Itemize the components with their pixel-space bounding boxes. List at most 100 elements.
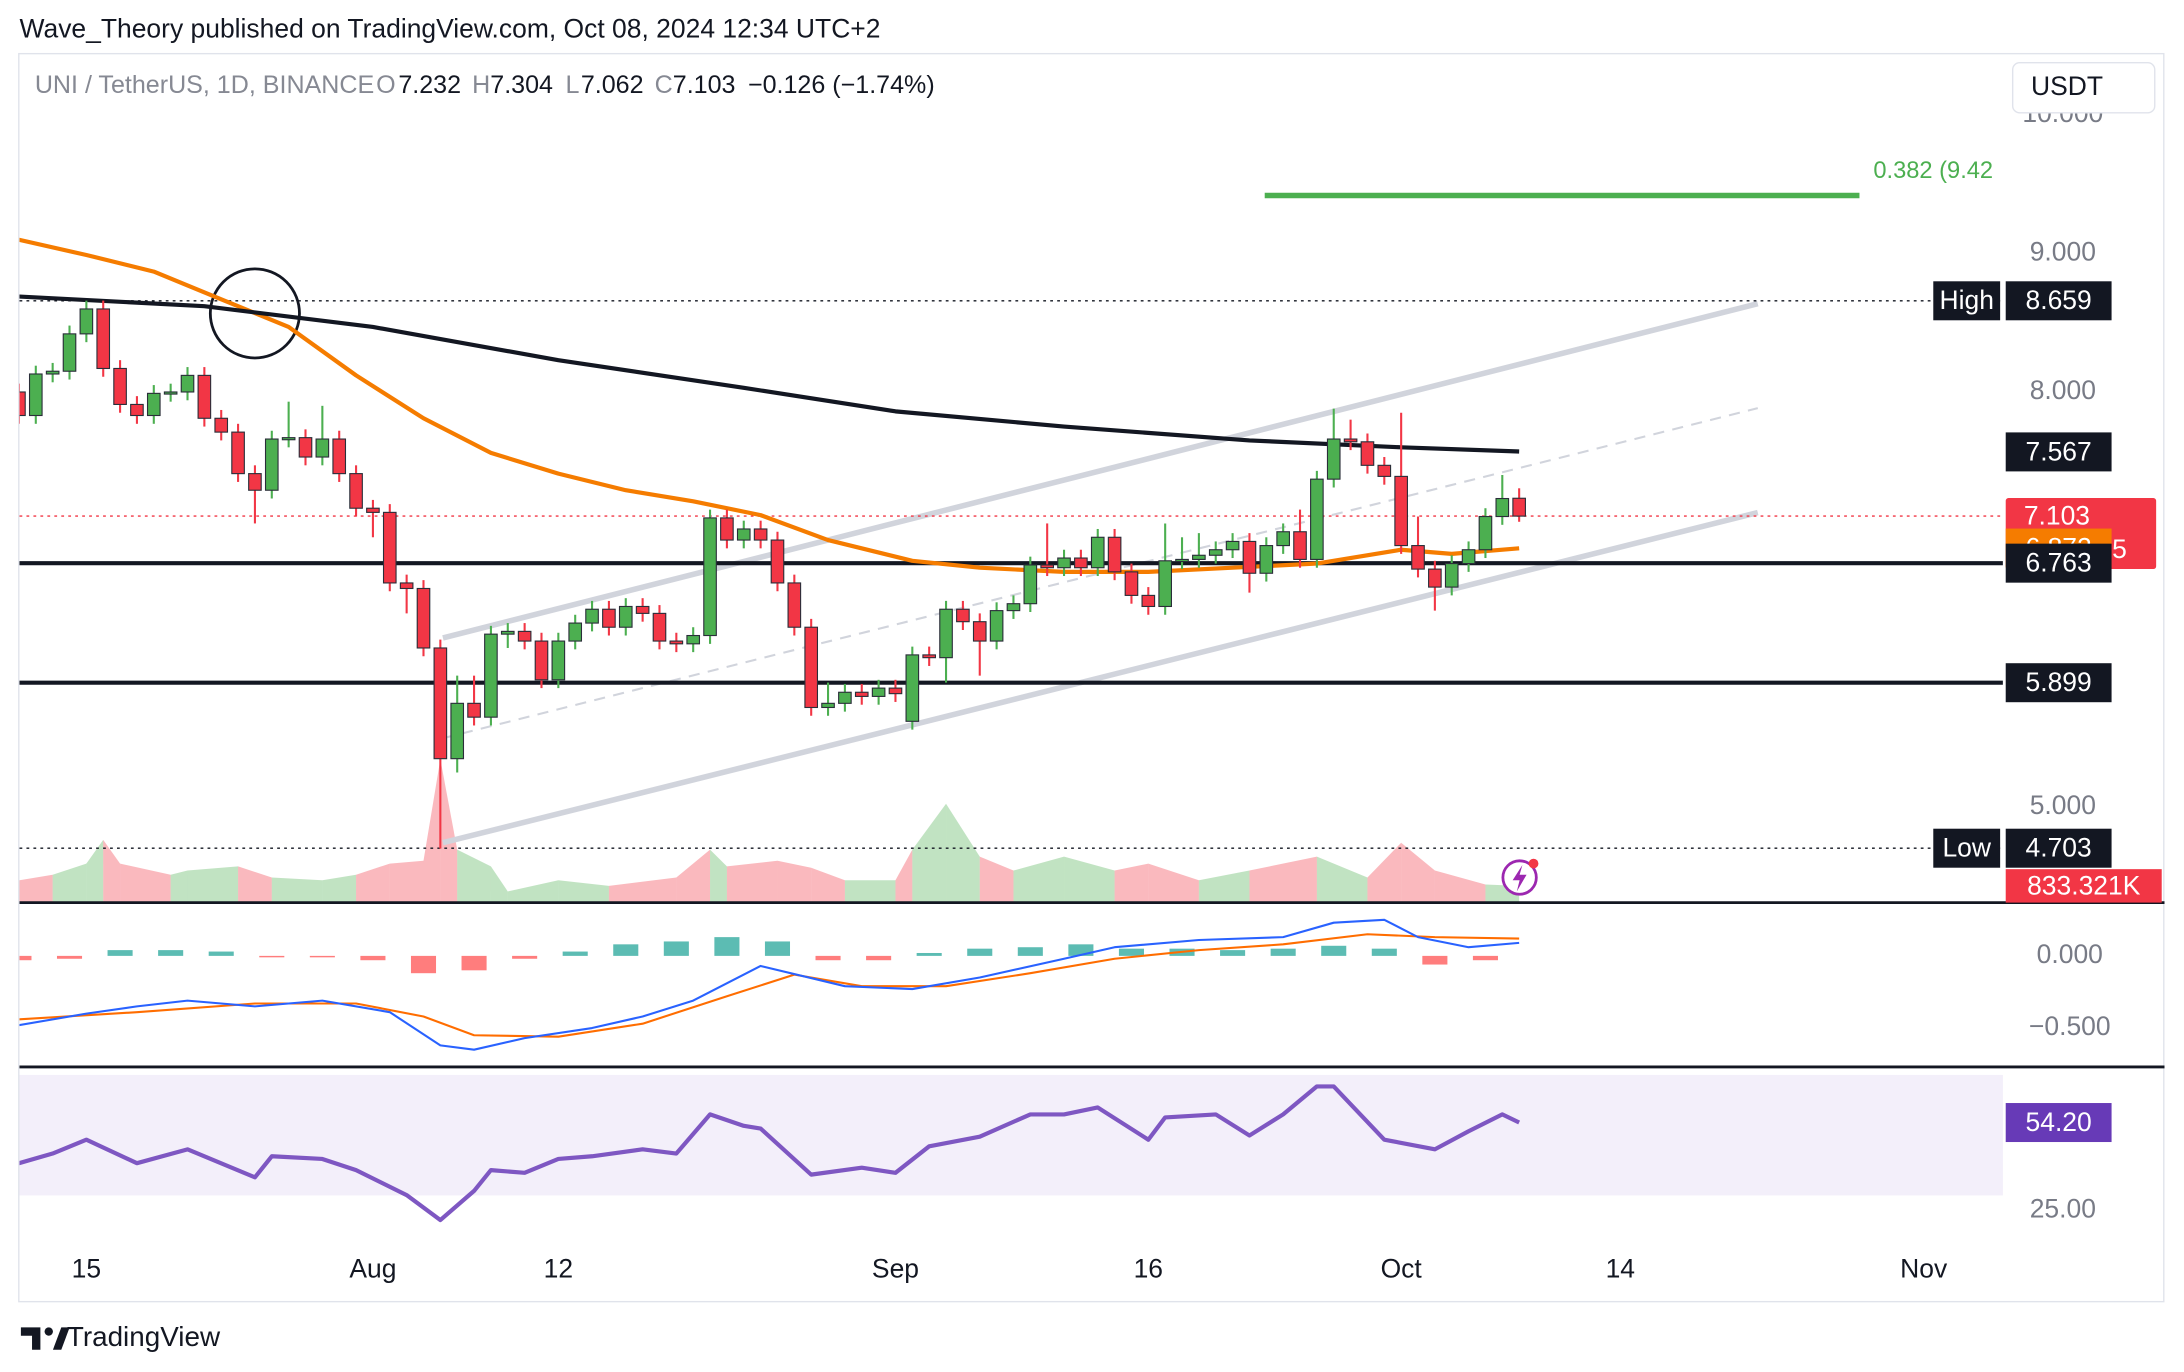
volume-area [271,877,323,903]
macd-histogram-bar [410,955,437,974]
candle-body [905,654,920,722]
candle-body [517,630,532,642]
ohlc-value: 7.232 [398,71,461,99]
volume-area [1316,856,1368,903]
brand-name[interactable]: TradingView [67,1321,221,1352]
volume-area [507,880,559,903]
price-tag-box [1933,281,2001,321]
candle-body [534,640,549,681]
macd-histogram-bar [19,955,32,961]
candle-body [939,608,953,659]
x-tick-label: Sep [872,1253,919,1283]
volume-area [19,874,53,903]
candle-body [804,626,819,709]
candle-body [264,438,279,491]
candle-body [349,473,363,509]
y-tick-label: 8.000 [2030,375,2096,405]
candle-body [399,582,414,590]
candle-body [1377,464,1392,477]
brand-mark[interactable] [20,1327,44,1350]
candle-body [1225,540,1240,551]
publisher: Wave_Theory published on TradingView.com… [19,14,880,44]
price-label-text: 54.20 [2026,1107,2092,1137]
volume-area [187,866,239,903]
candle-body [1428,568,1442,588]
moving-average [19,294,1520,454]
fib-label: 0.382 (9.42 [1873,158,1993,184]
candle-body [568,622,583,642]
volume-area [608,877,677,903]
price-labels: 8.659High7.5677.10313:25:056.8726.7635.8… [1933,281,2162,1143]
candle-body [972,621,987,642]
volume-pane [19,759,1520,903]
macd-histogram-bar [259,955,285,958]
volume-area [322,874,357,903]
candle-body [1293,531,1307,560]
candle-body [1175,558,1189,563]
ohlc-label: O [376,71,396,99]
macd-histogram-bar [512,955,538,959]
candle-body [989,610,1004,642]
candle-body [79,308,94,335]
channel-lower [442,509,1759,846]
alert-icon[interactable] [1501,858,1539,896]
brand-mark-slash[interactable] [52,1327,70,1350]
volume-area [777,860,812,903]
candle-body [1023,564,1038,605]
x-tick-label: 16 [1134,1253,1163,1283]
candle-body [1411,545,1425,570]
x-tick-label: Oct [1381,1253,1423,1283]
volume-area [1148,863,1199,903]
volume-area [1064,856,1115,903]
candle-body [467,702,481,718]
brand[interactable]: TradingView [20,1321,221,1352]
macd-histogram-bar [1371,948,1397,956]
volume-area [726,860,778,903]
volume-area [1198,870,1250,903]
candle-body [736,528,751,541]
price-label-box [2005,663,2112,703]
brand-mark-dot[interactable] [44,1327,53,1336]
alert-icon-dot[interactable] [1528,858,1539,869]
macd-histogram-bar [1118,948,1144,956]
candle-body [1141,594,1156,608]
candle-body [652,612,667,642]
volume-area [52,863,87,903]
ohlc-value: 7.062 [581,71,644,99]
candle-body [635,605,650,614]
macd-histogram-bar [1472,955,1498,961]
volume-area [1401,842,1435,903]
candle-body [618,605,633,628]
candle-body [1040,564,1055,569]
candle-body [602,608,616,628]
candle-body [1259,545,1274,574]
alert-icon-bolt[interactable] [1512,864,1527,892]
candle-body [484,633,498,718]
candle-body [1124,571,1139,596]
currency-button[interactable]: USDT [2011,61,2156,114]
candle-body [1090,536,1105,569]
candle-body [1394,475,1408,547]
candle-body [231,431,245,475]
price-tag-box [1933,828,2001,868]
volume-area [356,863,390,903]
candle-body [315,438,330,458]
price-label-box [2005,432,2112,472]
currency-button-box[interactable] [2011,61,2156,114]
volume-area [912,803,947,903]
ohlc-label: C [655,71,673,99]
ohlc-value: 7.103 [673,71,736,99]
macd-histogram-bar [663,941,689,956]
macd-line [19,918,1520,1051]
volume-area [811,867,845,903]
volume-area [170,870,188,903]
candle-body [1074,557,1088,569]
chart-frame [18,52,2165,1303]
candle-body [669,640,684,645]
candle-body [821,702,835,709]
y-tick-label: −0.500 [2029,1011,2111,1041]
currency-button-text[interactable]: USDT [2031,71,2103,101]
candle-body [1192,554,1206,560]
ohlc-label: L [565,71,579,99]
candle-body [113,367,127,405]
